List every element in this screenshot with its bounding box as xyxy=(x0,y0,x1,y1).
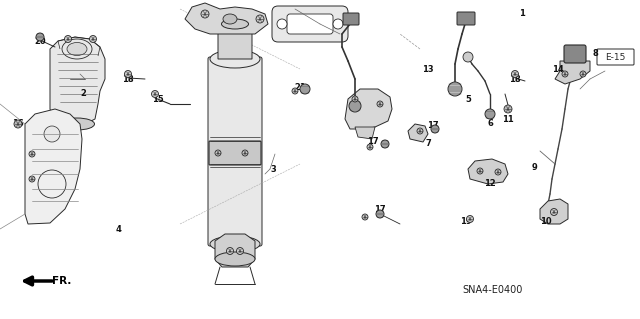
Text: 5: 5 xyxy=(465,94,471,103)
Text: 12: 12 xyxy=(484,180,496,189)
Circle shape xyxy=(467,216,474,222)
Text: 9: 9 xyxy=(532,162,538,172)
Ellipse shape xyxy=(223,14,237,24)
Circle shape xyxy=(431,125,439,133)
Ellipse shape xyxy=(60,118,95,130)
Ellipse shape xyxy=(221,19,248,29)
Text: 7: 7 xyxy=(425,139,431,149)
Text: 8: 8 xyxy=(592,49,598,58)
Circle shape xyxy=(377,101,383,107)
Ellipse shape xyxy=(210,236,260,252)
Text: FR.: FR. xyxy=(52,276,72,286)
Text: 14: 14 xyxy=(552,64,564,73)
Circle shape xyxy=(65,35,72,42)
Polygon shape xyxy=(345,89,392,129)
FancyBboxPatch shape xyxy=(457,12,475,25)
Text: 21: 21 xyxy=(294,83,306,92)
Text: 17: 17 xyxy=(427,122,439,130)
Circle shape xyxy=(201,10,209,18)
Text: 16: 16 xyxy=(12,120,24,129)
Polygon shape xyxy=(468,159,508,184)
Polygon shape xyxy=(555,61,590,84)
Circle shape xyxy=(292,88,298,94)
FancyBboxPatch shape xyxy=(564,45,586,63)
Text: 2: 2 xyxy=(80,90,86,99)
Polygon shape xyxy=(540,199,568,224)
Circle shape xyxy=(376,210,384,218)
Ellipse shape xyxy=(67,42,87,56)
Circle shape xyxy=(352,96,358,102)
Circle shape xyxy=(448,82,462,96)
Circle shape xyxy=(152,91,159,98)
FancyBboxPatch shape xyxy=(343,13,359,25)
Text: 18: 18 xyxy=(122,75,134,84)
Circle shape xyxy=(511,70,518,78)
FancyBboxPatch shape xyxy=(208,57,262,246)
Circle shape xyxy=(242,150,248,156)
Circle shape xyxy=(14,120,22,128)
Circle shape xyxy=(485,109,495,119)
Polygon shape xyxy=(215,234,255,267)
Text: 4: 4 xyxy=(115,225,121,234)
Text: 15: 15 xyxy=(152,94,164,103)
Polygon shape xyxy=(218,24,252,59)
Text: 19: 19 xyxy=(460,218,472,226)
Ellipse shape xyxy=(215,252,255,266)
Circle shape xyxy=(477,168,483,174)
Polygon shape xyxy=(25,109,82,224)
Text: SNA4-E0400: SNA4-E0400 xyxy=(463,285,523,295)
FancyBboxPatch shape xyxy=(597,49,634,65)
Circle shape xyxy=(367,144,373,150)
Circle shape xyxy=(562,71,568,77)
Circle shape xyxy=(215,150,221,156)
Text: E-15: E-15 xyxy=(605,53,625,62)
Circle shape xyxy=(29,176,35,182)
Text: 18: 18 xyxy=(509,75,521,84)
FancyBboxPatch shape xyxy=(209,141,261,165)
Circle shape xyxy=(300,84,310,94)
Circle shape xyxy=(580,71,586,77)
Circle shape xyxy=(362,214,368,220)
Circle shape xyxy=(463,52,473,62)
Circle shape xyxy=(333,19,343,29)
Circle shape xyxy=(237,248,243,255)
Circle shape xyxy=(349,100,361,112)
Circle shape xyxy=(504,105,512,113)
Polygon shape xyxy=(355,127,375,139)
Text: 17: 17 xyxy=(367,137,379,145)
Circle shape xyxy=(256,15,264,23)
Circle shape xyxy=(495,169,501,175)
FancyBboxPatch shape xyxy=(287,14,333,34)
Text: 13: 13 xyxy=(422,64,434,73)
Circle shape xyxy=(44,126,60,142)
Circle shape xyxy=(550,209,557,216)
Circle shape xyxy=(277,19,287,29)
Text: 20: 20 xyxy=(34,36,46,46)
Text: 3: 3 xyxy=(270,165,276,174)
Text: 17: 17 xyxy=(374,204,386,213)
Polygon shape xyxy=(185,3,268,34)
Polygon shape xyxy=(408,124,428,142)
Circle shape xyxy=(125,70,131,78)
Text: 10: 10 xyxy=(540,218,552,226)
FancyBboxPatch shape xyxy=(272,6,348,42)
Circle shape xyxy=(381,140,389,148)
Text: 11: 11 xyxy=(502,115,514,123)
Circle shape xyxy=(36,33,44,41)
Text: 6: 6 xyxy=(487,120,493,129)
Circle shape xyxy=(417,128,423,134)
Circle shape xyxy=(90,35,97,42)
Circle shape xyxy=(29,151,35,157)
Ellipse shape xyxy=(210,50,260,68)
Circle shape xyxy=(227,248,234,255)
Polygon shape xyxy=(50,37,105,124)
Text: 1: 1 xyxy=(519,10,525,19)
